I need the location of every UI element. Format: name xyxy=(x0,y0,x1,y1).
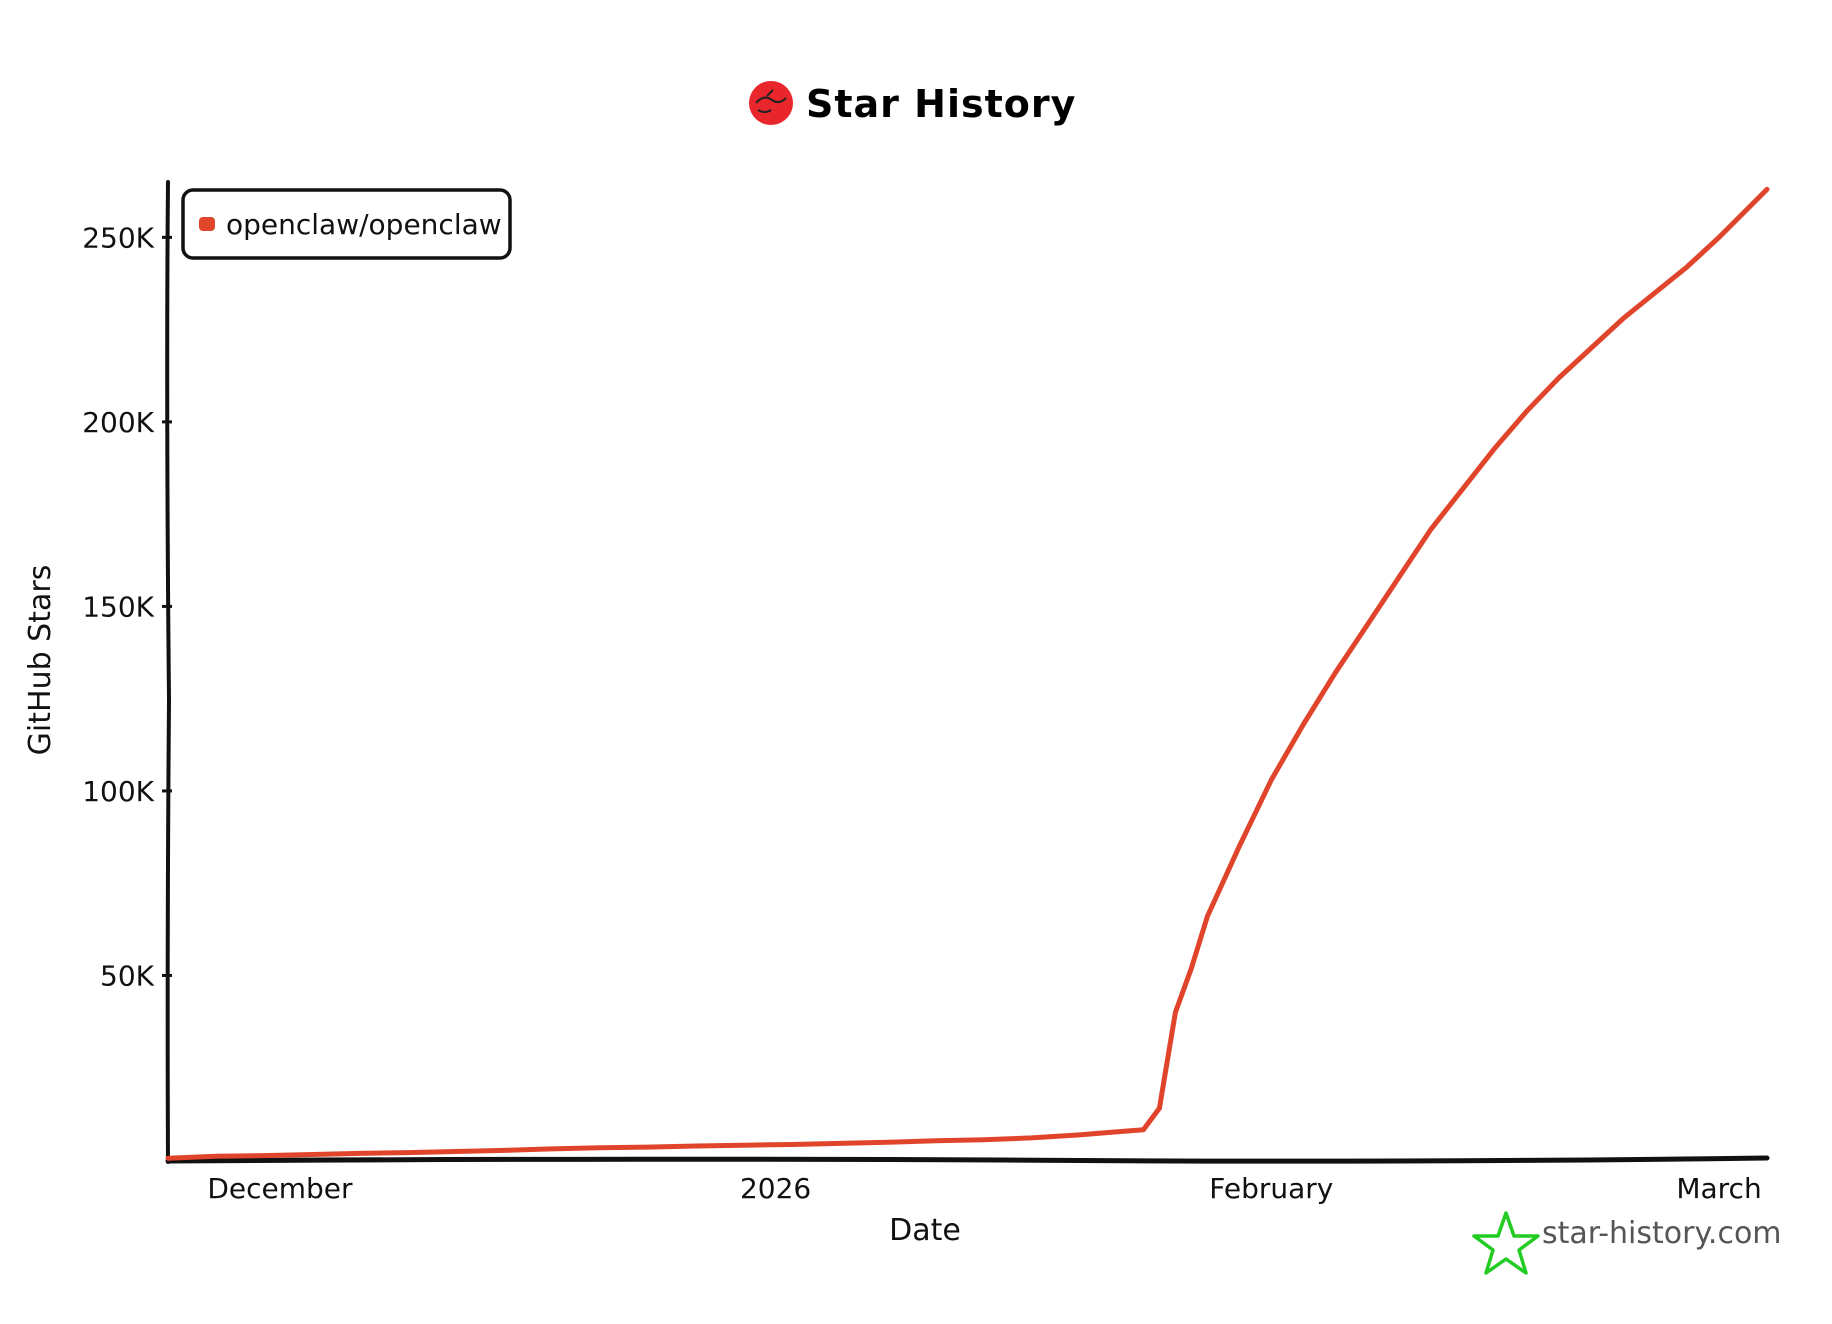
y-axis-line xyxy=(165,180,172,1164)
star-history-logo-icon xyxy=(749,81,793,125)
watermark-text: star-history.com xyxy=(1542,1216,1782,1251)
y-tick-label: 150K xyxy=(82,590,154,623)
star-icon xyxy=(1472,1211,1540,1275)
legend-label: openclaw/openclaw xyxy=(226,208,502,241)
x-tick-label: 2026 xyxy=(740,1172,811,1205)
y-tick-label: 100K xyxy=(82,775,154,808)
x-tick-label: March xyxy=(1676,1172,1761,1205)
x-tick-label: February xyxy=(1209,1172,1333,1205)
y-axis-ticks: 50K 100K 150K 200K 250K xyxy=(82,221,172,992)
x-tick-label: December xyxy=(207,1172,353,1205)
series-line-openclaw xyxy=(165,186,1770,1161)
x-axis-ticks: December 2026 February March xyxy=(207,1172,1761,1205)
watermark: star-history.com xyxy=(1472,1211,1782,1275)
chart-header: Star History xyxy=(749,81,1076,126)
legend-swatch xyxy=(199,217,215,231)
x-axis-line xyxy=(165,1155,1770,1164)
x-axis-label: Date xyxy=(889,1213,961,1248)
chart-title: Star History xyxy=(806,82,1076,126)
legend-box xyxy=(181,188,512,260)
legend: openclaw/openclaw xyxy=(181,188,512,260)
y-axis-label: GitHub Stars xyxy=(23,565,58,756)
y-tick-label: 250K xyxy=(82,221,154,254)
y-tick-label: 200K xyxy=(82,406,154,439)
y-tick-label: 50K xyxy=(100,959,155,992)
